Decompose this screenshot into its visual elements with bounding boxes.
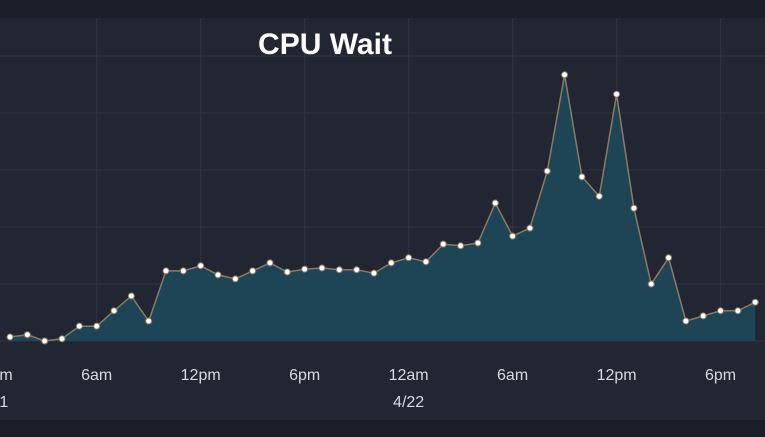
data-point	[509, 232, 517, 240]
data-point	[561, 71, 569, 79]
data-point	[630, 204, 638, 212]
data-point	[301, 265, 309, 273]
data-point	[75, 322, 83, 330]
plot-area: 12am 6am 12pm 6pm 12am 6am 12pm 6pm 4/21 4/22	[0, 18, 765, 411]
data-point	[665, 254, 673, 262]
data-point	[578, 173, 586, 181]
data-point	[422, 258, 430, 266]
data-point	[318, 264, 326, 272]
data-point	[370, 269, 378, 277]
data-point	[335, 266, 343, 274]
data-point	[110, 307, 118, 315]
data-point	[231, 275, 239, 283]
data-point	[457, 242, 465, 250]
data-point	[751, 298, 759, 306]
x-tick-label: 6am	[81, 367, 112, 384]
data-point	[58, 335, 66, 343]
x-tick-label: 6pm	[289, 367, 320, 384]
data-point	[266, 259, 274, 267]
data-point	[405, 254, 413, 262]
data-point	[543, 167, 551, 175]
data-point	[526, 224, 534, 232]
data-point	[197, 262, 205, 270]
data-point	[23, 331, 31, 339]
data-point	[179, 267, 187, 275]
data-point	[249, 267, 257, 275]
x-tick-label: 6pm	[705, 367, 736, 384]
data-point	[595, 192, 603, 200]
data-point	[699, 312, 707, 320]
x-tick-label: 12am	[0, 367, 13, 384]
data-point	[214, 271, 222, 279]
x-tick-label: 6am	[497, 367, 528, 384]
x-tick-label: 12pm	[181, 367, 221, 384]
data-point	[353, 266, 361, 274]
data-point	[439, 240, 447, 248]
data-point	[647, 280, 655, 288]
data-point	[682, 317, 690, 325]
chart-panel	[0, 18, 765, 420]
data-point	[283, 268, 291, 276]
x-date-label: 4/21	[0, 394, 8, 411]
data-point	[491, 199, 499, 207]
data-point	[93, 322, 101, 330]
x-tick-label: 12am	[389, 367, 429, 384]
data-point	[717, 307, 725, 315]
x-date-label: 4/22	[393, 394, 424, 411]
data-point	[127, 292, 135, 300]
data-point	[734, 307, 742, 315]
data-point	[474, 239, 482, 247]
chart-title: CPU Wait	[258, 28, 392, 61]
data-point	[162, 267, 170, 275]
data-point	[613, 90, 621, 98]
x-tick-label: 12pm	[597, 367, 637, 384]
data-point	[6, 333, 14, 341]
line	[9, 74, 756, 342]
data-point	[387, 259, 395, 267]
area-fill	[10, 74, 756, 342]
data-point	[41, 337, 49, 345]
data-point	[145, 317, 153, 325]
